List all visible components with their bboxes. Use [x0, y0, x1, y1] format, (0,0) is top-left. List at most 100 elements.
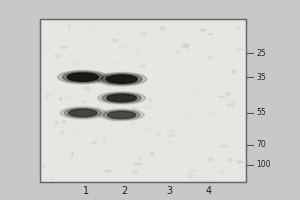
Ellipse shape [69, 109, 97, 117]
Text: 1: 1 [83, 186, 89, 196]
Ellipse shape [167, 140, 169, 143]
Ellipse shape [60, 131, 64, 134]
Ellipse shape [56, 121, 58, 124]
Ellipse shape [87, 73, 93, 75]
Ellipse shape [151, 152, 154, 156]
Ellipse shape [207, 178, 209, 180]
Ellipse shape [98, 92, 146, 104]
Ellipse shape [97, 160, 99, 163]
Ellipse shape [218, 96, 224, 97]
Ellipse shape [149, 99, 152, 102]
Ellipse shape [220, 171, 224, 172]
Ellipse shape [131, 123, 135, 125]
Ellipse shape [181, 45, 189, 48]
Ellipse shape [50, 178, 52, 180]
Ellipse shape [132, 108, 138, 111]
Ellipse shape [184, 44, 189, 47]
Ellipse shape [148, 129, 151, 131]
Ellipse shape [84, 87, 90, 90]
Ellipse shape [102, 93, 141, 103]
Ellipse shape [140, 32, 145, 34]
Text: 4: 4 [205, 186, 211, 196]
Ellipse shape [61, 46, 67, 49]
Ellipse shape [188, 48, 189, 50]
Ellipse shape [96, 107, 99, 110]
Ellipse shape [72, 61, 77, 65]
Ellipse shape [119, 45, 126, 49]
Ellipse shape [107, 94, 136, 102]
Ellipse shape [169, 130, 174, 132]
Ellipse shape [237, 49, 243, 50]
Ellipse shape [105, 85, 112, 87]
Ellipse shape [230, 102, 236, 103]
Ellipse shape [60, 107, 106, 119]
Ellipse shape [43, 46, 47, 49]
Ellipse shape [208, 33, 213, 35]
Ellipse shape [92, 142, 96, 144]
Text: 3: 3 [166, 186, 172, 196]
Ellipse shape [81, 101, 86, 103]
Ellipse shape [144, 105, 150, 108]
Ellipse shape [232, 70, 235, 73]
Ellipse shape [191, 90, 196, 92]
Ellipse shape [71, 153, 73, 157]
Text: 55: 55 [256, 108, 266, 117]
Ellipse shape [138, 158, 141, 159]
Ellipse shape [105, 170, 112, 172]
Ellipse shape [64, 108, 101, 118]
Ellipse shape [185, 113, 188, 116]
Ellipse shape [40, 164, 45, 167]
Ellipse shape [110, 118, 117, 122]
Ellipse shape [189, 169, 197, 172]
Ellipse shape [97, 72, 103, 74]
Ellipse shape [188, 174, 194, 178]
Ellipse shape [58, 70, 108, 84]
Ellipse shape [228, 159, 234, 161]
Ellipse shape [160, 27, 165, 30]
Ellipse shape [54, 122, 58, 125]
Ellipse shape [156, 133, 161, 135]
Text: 35: 35 [256, 73, 266, 82]
Ellipse shape [140, 65, 146, 67]
Ellipse shape [134, 163, 141, 165]
Ellipse shape [209, 158, 213, 161]
Ellipse shape [62, 120, 66, 122]
Ellipse shape [117, 93, 124, 96]
Ellipse shape [107, 111, 136, 118]
Ellipse shape [235, 27, 240, 28]
Ellipse shape [103, 139, 105, 143]
Ellipse shape [125, 111, 129, 113]
Ellipse shape [75, 39, 78, 41]
Ellipse shape [97, 72, 147, 86]
Ellipse shape [46, 94, 53, 96]
Ellipse shape [86, 25, 93, 27]
Ellipse shape [136, 52, 139, 55]
Ellipse shape [106, 75, 137, 83]
Text: 70: 70 [256, 140, 266, 149]
Ellipse shape [177, 51, 179, 53]
Ellipse shape [209, 112, 215, 114]
Ellipse shape [226, 92, 230, 96]
Ellipse shape [111, 39, 118, 42]
Ellipse shape [133, 170, 138, 173]
Ellipse shape [113, 106, 115, 108]
Text: 2: 2 [122, 186, 128, 196]
Ellipse shape [45, 96, 49, 97]
Ellipse shape [55, 54, 61, 58]
Ellipse shape [62, 72, 103, 83]
Text: 25: 25 [256, 49, 266, 58]
Ellipse shape [73, 112, 79, 116]
Ellipse shape [69, 25, 70, 29]
Ellipse shape [73, 131, 76, 134]
Ellipse shape [103, 110, 140, 120]
Ellipse shape [208, 57, 213, 58]
Ellipse shape [66, 96, 72, 98]
Ellipse shape [67, 73, 98, 81]
Ellipse shape [168, 134, 175, 136]
Text: 100: 100 [256, 160, 271, 169]
Ellipse shape [226, 105, 234, 106]
Ellipse shape [101, 74, 142, 85]
Ellipse shape [59, 98, 62, 101]
Ellipse shape [199, 29, 206, 31]
Ellipse shape [215, 82, 217, 84]
